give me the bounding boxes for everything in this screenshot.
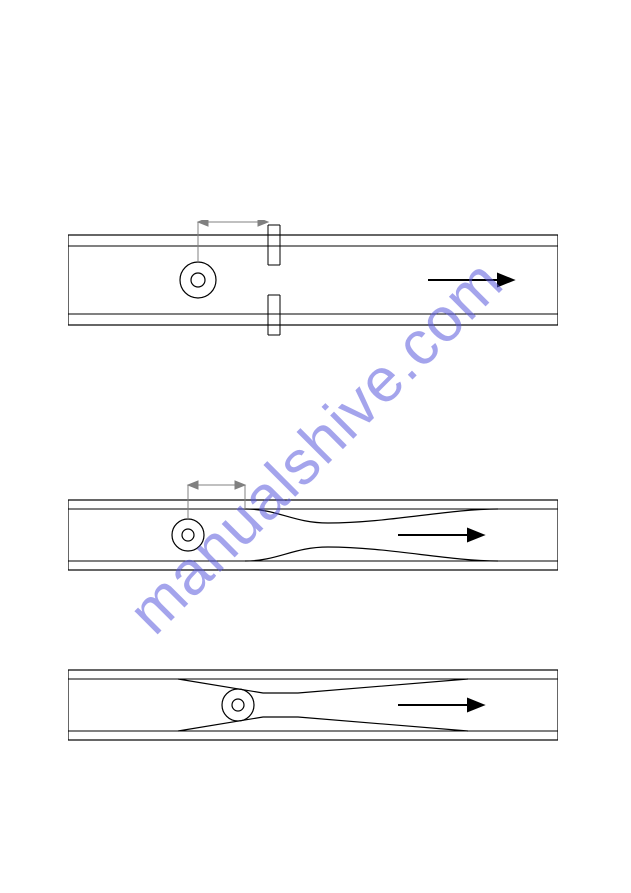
figure-2 xyxy=(68,480,558,630)
sensor-icon xyxy=(172,519,204,551)
flow-arrow-icon xyxy=(398,699,483,711)
orifice-bottom xyxy=(268,295,280,335)
throat-bottom xyxy=(245,547,498,561)
sensor-icon xyxy=(222,689,254,721)
orifice-top xyxy=(268,225,280,265)
sensor-icon xyxy=(180,262,216,298)
figure-3 xyxy=(68,660,558,780)
throat-bottom xyxy=(178,717,468,731)
figure-1 xyxy=(68,220,558,390)
throat-top xyxy=(245,509,498,523)
throat-top xyxy=(178,679,468,693)
flow-arrow-icon xyxy=(428,274,513,286)
dimension-arrow xyxy=(198,220,268,262)
flow-arrow-icon xyxy=(398,529,483,541)
